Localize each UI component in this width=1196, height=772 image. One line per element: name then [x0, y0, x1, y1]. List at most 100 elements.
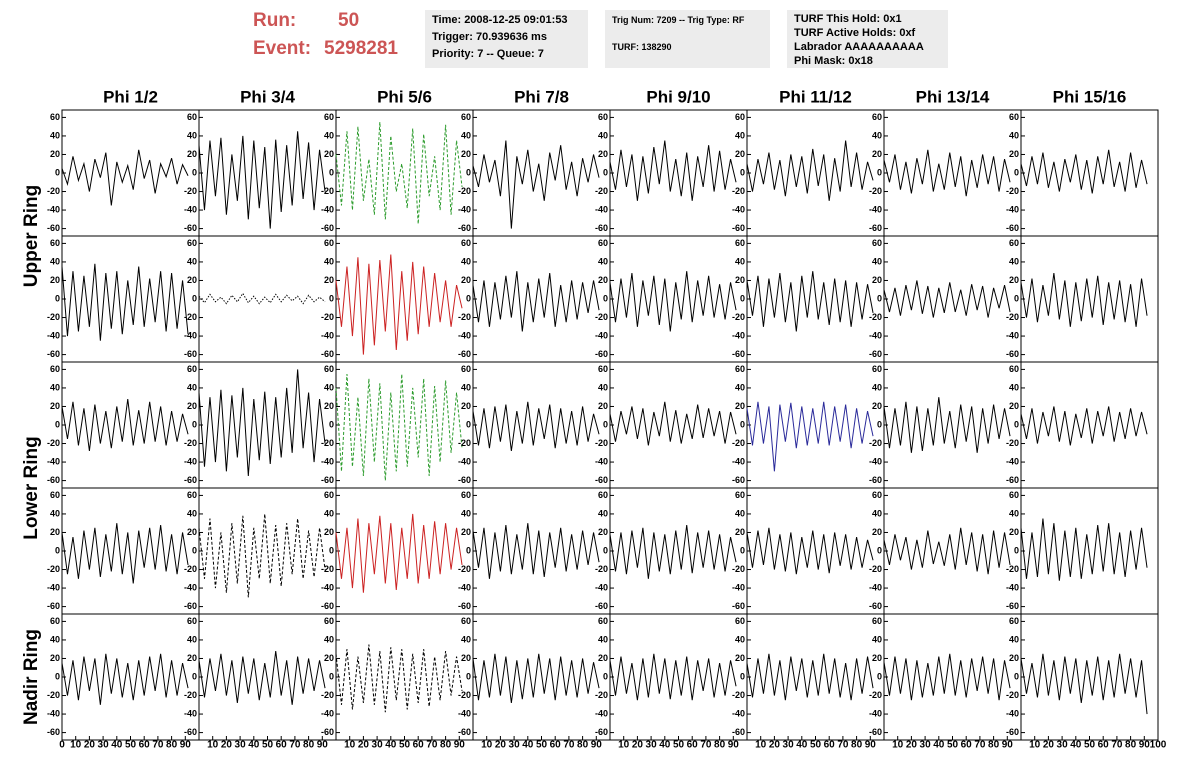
y-tick-label: -20 — [732, 690, 745, 700]
y-tick-label: 40 — [461, 130, 471, 140]
y-tick-label: 60 — [1009, 490, 1019, 500]
y-tick-label: 60 — [50, 616, 60, 626]
y-tick-label: -40 — [869, 708, 882, 718]
y-tick-label: -20 — [1006, 312, 1019, 322]
y-tick-label: 0 — [192, 545, 197, 555]
y-tick-label: -60 — [184, 349, 197, 359]
y-tick-label: 20 — [1009, 527, 1019, 537]
y-tick-label: -60 — [458, 223, 471, 233]
x-tick-label: 80 — [577, 740, 589, 751]
waveform — [61, 523, 189, 584]
y-tick-label: 60 — [735, 364, 745, 374]
trig-num: Trig Num: 7209 -- Trig Type: RF — [612, 15, 745, 25]
y-tick-label: -40 — [1006, 582, 1019, 592]
x-tick-label: 50 — [262, 740, 274, 751]
y-tick-label: 60 — [324, 112, 334, 122]
y-tick-label: -60 — [595, 349, 608, 359]
waveform — [335, 122, 463, 224]
waveform — [883, 149, 1011, 197]
waveform — [198, 131, 326, 229]
y-tick-label: -20 — [869, 690, 882, 700]
y-tick-label: 60 — [461, 364, 471, 374]
waveform — [746, 401, 874, 472]
y-tick-label: -20 — [184, 690, 197, 700]
y-tick-label: -60 — [1006, 601, 1019, 611]
event-number: 5298281 — [324, 38, 398, 59]
x-tick-label: 70 — [837, 740, 849, 751]
column-header: Phi 13/14 — [916, 87, 990, 106]
y-tick-label: 60 — [461, 238, 471, 248]
waveform — [198, 369, 326, 476]
y-tick-label: -20 — [321, 690, 334, 700]
y-tick-label: 0 — [603, 671, 608, 681]
y-tick-label: -40 — [1006, 330, 1019, 340]
y-tick-label: 20 — [872, 401, 882, 411]
y-tick-label: 40 — [598, 634, 608, 644]
x-tick-label: 60 — [550, 740, 562, 751]
x-tick-label: 60 — [139, 740, 151, 751]
waveform — [609, 401, 737, 446]
y-tick-label: 20 — [872, 275, 882, 285]
y-tick-label: -40 — [184, 582, 197, 592]
x-tick-label: 40 — [248, 740, 260, 751]
y-tick-label: 20 — [50, 653, 60, 663]
y-tick-label: -20 — [595, 186, 608, 196]
y-tick-label: -60 — [458, 727, 471, 737]
y-tick-label: -20 — [595, 690, 608, 700]
y-tick-label: -40 — [458, 708, 471, 718]
y-tick-label: -60 — [184, 601, 197, 611]
y-tick-label: -40 — [458, 204, 471, 214]
waveform — [883, 653, 1011, 701]
y-tick-label: 60 — [50, 112, 60, 122]
waveform — [746, 527, 874, 575]
y-tick-label: -40 — [595, 456, 608, 466]
panel-frame — [609, 109, 748, 237]
y-tick-label: 0 — [603, 293, 608, 303]
y-tick-label: -20 — [184, 312, 197, 322]
y-tick-label: 60 — [50, 364, 60, 374]
y-tick-label: -20 — [47, 186, 60, 196]
y-tick-label: 20 — [187, 275, 197, 285]
x-tick-label: 80 — [303, 740, 315, 751]
y-tick-label: -60 — [1006, 727, 1019, 737]
x-tick-label: 70 — [1111, 740, 1123, 751]
waveform — [609, 524, 737, 579]
column-header: Phi 15/16 — [1053, 87, 1127, 106]
y-tick-label: 40 — [461, 256, 471, 266]
y-tick-label: 20 — [324, 149, 334, 159]
waveform — [198, 513, 326, 598]
y-tick-label: -60 — [869, 475, 882, 485]
y-tick-label: 60 — [324, 364, 334, 374]
y-tick-label: -60 — [321, 349, 334, 359]
y-tick-label: -20 — [869, 312, 882, 322]
y-tick-label: 60 — [1009, 112, 1019, 122]
x-tick-label: 90 — [865, 740, 877, 751]
x-tick-label: 20 — [632, 740, 644, 751]
x-tick-label: 50 — [810, 740, 822, 751]
y-tick-label: 40 — [1009, 382, 1019, 392]
y-tick-label: -60 — [47, 601, 60, 611]
y-tick-label: 0 — [329, 671, 334, 681]
y-tick-label: 0 — [55, 419, 60, 429]
y-tick-label: 0 — [877, 671, 882, 681]
y-tick-label: 60 — [1009, 238, 1019, 248]
y-tick-label: 60 — [324, 490, 334, 500]
y-tick-label: 40 — [324, 382, 334, 392]
y-tick-label: -40 — [47, 708, 60, 718]
y-tick-label: 20 — [735, 401, 745, 411]
y-tick-label: 60 — [735, 112, 745, 122]
y-tick-label: 0 — [466, 671, 471, 681]
x-tick-label: 40 — [385, 740, 397, 751]
y-tick-label: 40 — [598, 382, 608, 392]
y-tick-label: 20 — [735, 653, 745, 663]
x-tick-label: 70 — [974, 740, 986, 751]
y-tick-label: 40 — [872, 382, 882, 392]
y-tick-label: 20 — [461, 149, 471, 159]
y-tick-label: 0 — [740, 293, 745, 303]
y-tick-label: 20 — [1009, 149, 1019, 159]
y-tick-label: -20 — [1006, 564, 1019, 574]
x-tick-label: 60 — [413, 740, 425, 751]
y-tick-label: 20 — [461, 275, 471, 285]
x-tick-label: 40 — [111, 740, 123, 751]
